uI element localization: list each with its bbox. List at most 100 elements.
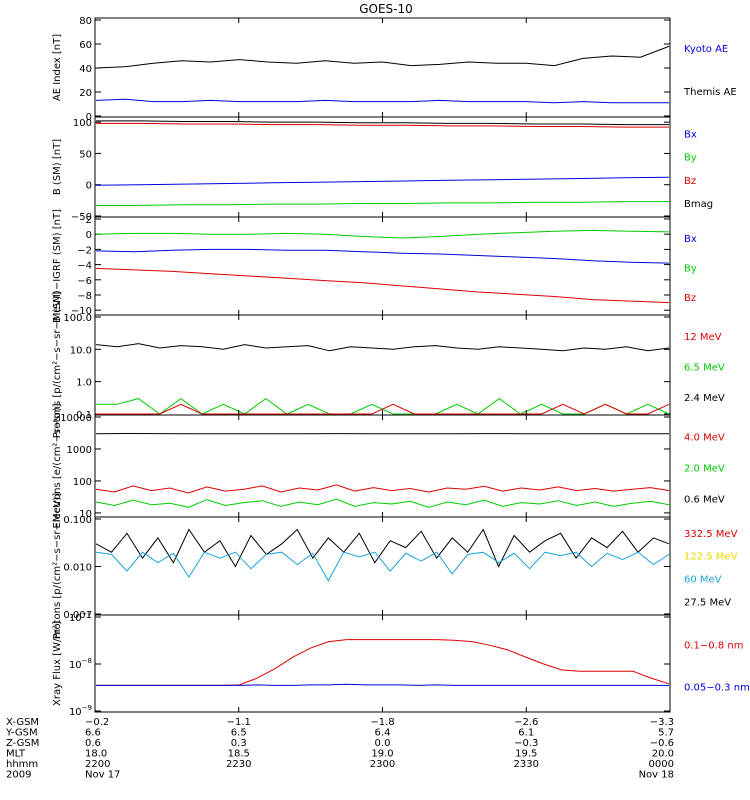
legend-label: 0.1−0.8 nm bbox=[684, 641, 743, 652]
y-tick-label: 50 bbox=[79, 149, 92, 160]
panel-1: 0 20 40 60 80 AE Index [nT] Kyoto AE Themis AE bbox=[52, 16, 737, 123]
x-axis-value: 19.0 bbox=[371, 749, 393, 760]
x-axis-value: 18.0 bbox=[85, 749, 107, 760]
x-axis-value: 0.6 bbox=[85, 738, 101, 749]
y-axis-label: Xray Flux [W/m²] bbox=[52, 621, 63, 706]
x-axis-row-label: Y-GSM bbox=[5, 728, 38, 739]
y-tick-label: 0.100 bbox=[63, 515, 92, 526]
y-tick-label: 20 bbox=[79, 88, 92, 99]
y-tick-label: 40 bbox=[79, 64, 92, 75]
panel-2: −50 0 50 100 B (SM) [nT] Bx By Bz Bmag bbox=[52, 116, 713, 223]
legend-label: 122.5 MeV bbox=[684, 552, 738, 563]
series-line bbox=[95, 498, 670, 508]
y-tick-exponent: −9 bbox=[82, 704, 92, 712]
legend-label: Bz bbox=[684, 176, 696, 187]
x-axis-value: 6.6 bbox=[85, 728, 101, 739]
y-tick-exponent: −7 bbox=[82, 610, 92, 618]
x-axis-value: 2330 bbox=[514, 759, 539, 770]
series-line bbox=[96, 639, 670, 686]
y-tick-label: 0 bbox=[86, 112, 92, 123]
x-axis-value: −2.6 bbox=[514, 717, 538, 728]
y-tick-exponent: −8 bbox=[82, 657, 92, 665]
y-tick-label: 100 bbox=[73, 477, 92, 488]
legend-label: Bz bbox=[684, 293, 696, 304]
legend-label: By bbox=[684, 263, 697, 274]
series-line bbox=[96, 403, 670, 415]
x-axis-value: 0.0 bbox=[375, 738, 391, 749]
y-tick-label: −4 bbox=[77, 261, 92, 272]
y-tick-label: −8 bbox=[77, 291, 92, 302]
y-axis-label: Electrons [e/(cm²−s−sr)] bbox=[52, 403, 63, 528]
x-axis-value: 18.5 bbox=[228, 749, 250, 760]
series-line bbox=[95, 98, 669, 104]
y-tick-label: −6 bbox=[77, 276, 92, 287]
y-tick-label: 1000 bbox=[67, 445, 92, 456]
legend-label: 27.5 MeV bbox=[684, 597, 731, 608]
series-line bbox=[95, 267, 670, 304]
x-axis-value: 20.0 bbox=[652, 749, 674, 760]
y-tick-label: 10−9 bbox=[69, 704, 92, 718]
x-axis-value: 6.5 bbox=[231, 728, 247, 739]
y-tick-label: 0 bbox=[86, 181, 92, 192]
series-line bbox=[95, 528, 670, 568]
legend-label: 0.6 MeV bbox=[684, 494, 725, 505]
y-tick-label: 1.0 bbox=[76, 378, 92, 389]
y-tick-label: −2 bbox=[77, 245, 92, 256]
panel-7: 10−9 10−8 10−7 Xray Flux [W/m²] 0.1−0.8 nm 0.… bbox=[52, 610, 750, 718]
y-tick-label: 80 bbox=[79, 16, 92, 27]
y-axis-label: Protons [p/(cm²−s−sr−MeV)] bbox=[52, 292, 63, 439]
x-axis-value: Nov 17 bbox=[85, 770, 120, 781]
series-line bbox=[95, 45, 670, 69]
y-tick-label: 10−8 bbox=[69, 657, 92, 671]
series-line bbox=[96, 683, 669, 686]
y-tick-label: 10000 bbox=[60, 413, 92, 424]
x-axis-row-label: 2009 bbox=[6, 770, 31, 781]
y-axis-label: Protons [p/(cm²−s−sr−MeV)] bbox=[52, 493, 63, 640]
x-axis-value: 5.7 bbox=[658, 728, 674, 739]
y-tick-label: 10 bbox=[79, 509, 92, 520]
series-line bbox=[96, 201, 669, 206]
y-tick-label: −10 bbox=[71, 306, 92, 317]
y-tick-label: 2 bbox=[86, 215, 92, 226]
legend-label: 6.5 MeV bbox=[684, 363, 725, 374]
panel-frame bbox=[94, 216, 671, 316]
y-axis-label: B (SM)−IGRF (SM) [nT] bbox=[52, 209, 63, 323]
y-tick-label: 10.0 bbox=[70, 345, 92, 356]
legend-label: Kyoto AE bbox=[684, 44, 728, 55]
x-axis-value: 2200 bbox=[85, 759, 110, 770]
x-axis-value: −0.6 bbox=[650, 738, 674, 749]
x-axis-value: 6.4 bbox=[375, 728, 391, 739]
legend-label: 4.0 MeV bbox=[684, 433, 725, 444]
series-line bbox=[96, 120, 669, 126]
legend-label: 2.4 MeV bbox=[684, 393, 725, 404]
legend-label: 2.0 MeV bbox=[684, 464, 725, 475]
x-axis-row-label: hhmm bbox=[6, 759, 38, 770]
x-axis-value: 0.3 bbox=[231, 738, 247, 749]
series-line bbox=[95, 484, 670, 494]
panel-frame bbox=[94, 17, 671, 118]
legend-label: Bx bbox=[684, 129, 697, 140]
series-line bbox=[95, 229, 670, 239]
series-line bbox=[95, 551, 670, 582]
y-tick-label: 100.0 bbox=[63, 313, 92, 324]
x-axis-row-label: Z-GSM bbox=[6, 738, 39, 749]
legend-label: 12 MeV bbox=[684, 332, 722, 343]
panel-frame bbox=[94, 414, 671, 518]
legend-label: 60 MeV bbox=[684, 575, 722, 586]
x-axis-value: −3.3 bbox=[650, 717, 674, 728]
legend-label: 0.05−0.3 nm bbox=[684, 683, 750, 694]
y-axis-label: B (SM) [nT] bbox=[52, 139, 63, 195]
x-axis-row-label: MLT bbox=[6, 749, 26, 760]
legend-label: Bmag bbox=[684, 199, 713, 210]
panel-3: −10 −8 −6 −4 −2 0 2 B (SM)−IGRF (SM) [nT] Bx By Bz bbox=[52, 209, 697, 323]
x-axis-value: 0000 bbox=[649, 759, 674, 770]
x-axis-value: −0.2 bbox=[85, 717, 109, 728]
x-axis-value: −0.3 bbox=[514, 738, 538, 749]
y-tick-label: −50 bbox=[71, 212, 92, 223]
y-tick-label: 100 bbox=[73, 118, 92, 129]
